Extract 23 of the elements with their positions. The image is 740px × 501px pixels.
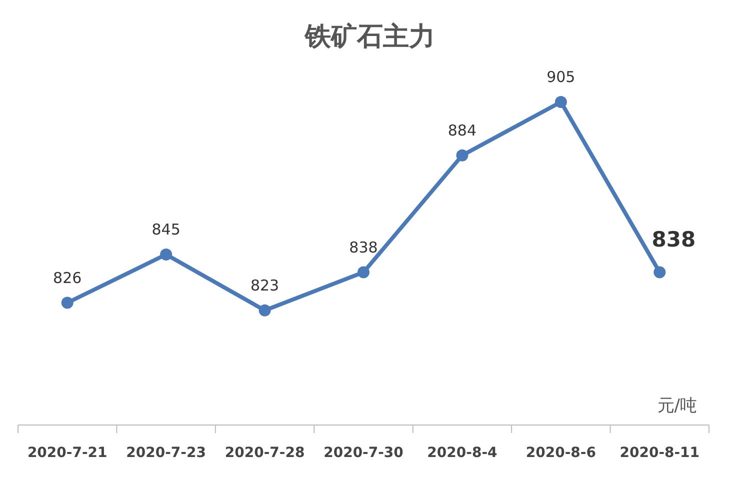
data-label: 826 [53,268,82,287]
x-tick-label: 2020-8-11 [620,445,700,461]
data-label: 845 [152,220,180,238]
data-label: 823 [250,276,280,294]
data-label: 905 [546,68,576,86]
point [654,266,666,278]
x-tick-label: 2020-7-23 [126,445,206,461]
point [160,248,172,260]
point [358,266,370,278]
chart-title: 铁矿石主力 [304,22,435,52]
point [61,296,74,309]
point [554,96,567,108]
text: 元/吨 [657,396,697,416]
x-tick-label: 2020-8-4 [427,445,498,461]
x-tick-label: 2020-7-28 [224,445,305,461]
point [456,149,468,162]
x-tick-label: 2020-7-21 [27,445,108,461]
data-label: 838 [349,238,378,256]
x-tick-label: 2020-7-30 [324,445,404,461]
x-tick-label: 2020-8-6 [526,445,596,461]
point [258,304,271,316]
data-label: 838 [652,227,696,252]
data-label: 884 [448,121,477,140]
